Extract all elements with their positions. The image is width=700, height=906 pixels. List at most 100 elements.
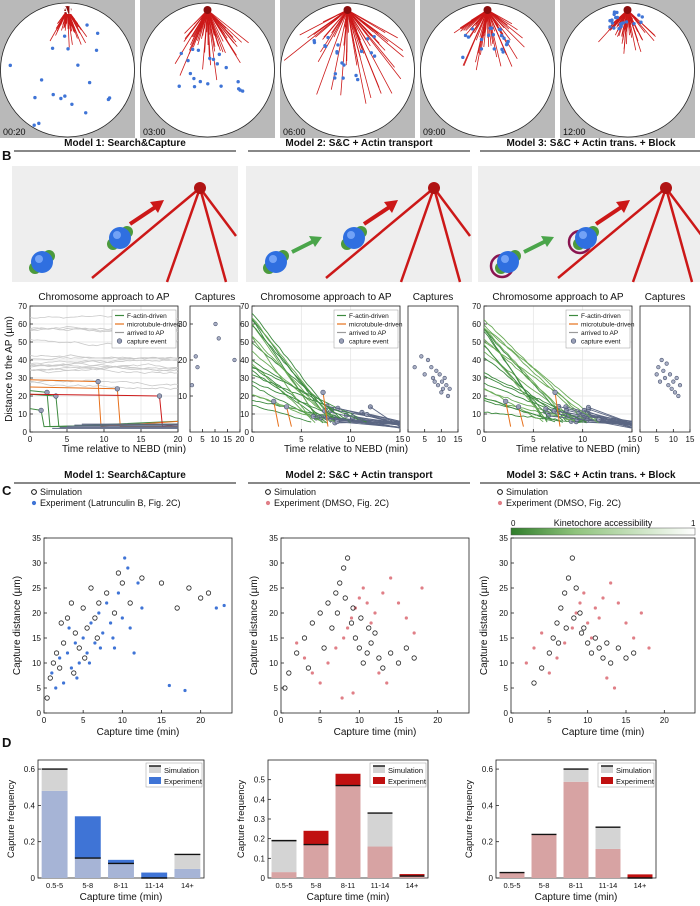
x-tick-label: 20 — [174, 435, 183, 444]
capture-point — [439, 390, 444, 395]
simulation-point — [352, 635, 359, 641]
legend-swatch — [570, 338, 577, 344]
microtubule — [347, 9, 389, 43]
c-ylabel: Capture distance (µm) — [479, 576, 490, 675]
chromosome — [224, 65, 228, 70]
bar-simulation — [563, 769, 589, 782]
chromosome — [8, 63, 12, 68]
gray-trajectory — [30, 362, 178, 370]
capture-point — [666, 383, 671, 388]
legend-swatch — [149, 777, 161, 784]
capture-point — [189, 383, 195, 388]
actin-trajectory — [252, 325, 336, 422]
simulation-point — [581, 625, 587, 631]
y-tick-label: 30 — [240, 374, 249, 383]
legend-label: arrived to AP — [349, 330, 386, 337]
experiment-point — [574, 611, 578, 615]
microtubule — [207, 9, 210, 61]
arrow-head — [150, 200, 164, 213]
y-tick-label: 50 — [18, 338, 27, 347]
simulation-point — [563, 625, 569, 631]
simulation-point — [388, 650, 394, 656]
experiment-point — [616, 601, 620, 605]
microtubule — [468, 9, 488, 38]
simulation-point — [58, 620, 64, 626]
chromosome — [39, 78, 44, 82]
capture-point — [429, 365, 434, 370]
bar-overlap — [74, 858, 101, 878]
chromosome — [192, 84, 197, 89]
x-tick-label: 0 — [509, 716, 514, 725]
chromosome — [66, 47, 70, 51]
gray-trajectory — [30, 359, 178, 365]
mt-path — [518, 406, 524, 427]
microtubule — [207, 9, 238, 47]
x-tick-label: 15 — [223, 435, 232, 444]
actin-trajectory — [484, 327, 599, 421]
axes-frame — [407, 305, 459, 433]
capture-point — [669, 386, 674, 391]
experiment-point — [624, 621, 628, 625]
d-xlabel: Capture time (min) — [535, 892, 618, 903]
microtubule — [433, 187, 471, 237]
transport-path — [55, 395, 178, 428]
capture-scatter-axes-2: 0 5 10 15 20 0 5 10 15 20 25 30 35 — [269, 534, 470, 725]
mt-path — [286, 406, 292, 427]
microtubule — [345, 9, 348, 66]
capture-point — [412, 365, 417, 370]
chromosome — [177, 84, 181, 88]
microtubule — [91, 187, 201, 279]
legend-label: F-actin-driven — [349, 313, 389, 320]
microtubule — [207, 9, 249, 44]
colorbar-min: 0 — [511, 519, 516, 528]
frame-3: 06:00 — [280, 0, 415, 138]
model-title: Model 2: S&C + Actin transport — [285, 138, 433, 149]
model-title: Model 1: Search&Capture — [64, 470, 186, 481]
y-tick-label: 15 — [32, 634, 41, 643]
x-tick-label: 15 — [157, 716, 166, 725]
microtubule — [487, 9, 500, 38]
legend-label: Experiment (DMSO, Fig. 2C) — [274, 498, 389, 508]
capture-point — [439, 379, 445, 384]
experiment-point — [404, 616, 408, 620]
simulation-point — [403, 645, 409, 651]
experiment-point — [65, 651, 70, 655]
legend-swatch — [149, 766, 161, 773]
simulation-point — [360, 660, 366, 666]
simulation-point — [555, 640, 562, 646]
legend-swatch — [116, 338, 123, 344]
chromosome — [500, 47, 504, 52]
simulation-point — [72, 630, 78, 636]
free-chromosome — [29, 250, 55, 274]
capture-point — [672, 390, 678, 395]
chromosome — [372, 54, 377, 58]
actin-trajectory — [252, 312, 336, 420]
chromosome — [341, 76, 345, 80]
chromosome — [59, 96, 63, 101]
microtubule — [557, 187, 667, 279]
microtubule — [67, 9, 70, 48]
simulation-point — [115, 570, 122, 576]
x-tick-label: 5 — [422, 435, 427, 444]
capture-point — [654, 372, 659, 377]
chromosome — [491, 33, 496, 37]
y-tick-label: 5 — [37, 684, 42, 693]
transport-path — [116, 388, 178, 428]
microtubule — [202, 9, 208, 36]
bar-category-label: 8-11 — [114, 881, 128, 890]
chromosome — [479, 37, 484, 42]
legend-box — [565, 309, 631, 349]
experiment-point — [136, 581, 140, 585]
c-xlabel: Capture time (min) — [334, 727, 417, 738]
chromosome — [236, 80, 240, 84]
chromosome — [365, 37, 370, 41]
chromosome — [502, 36, 506, 40]
y-tick-label: 0 — [23, 428, 28, 437]
model-schematic-2 — [246, 166, 472, 283]
arrow-head — [616, 200, 630, 213]
d-xlabel: Capture time (min) — [80, 892, 163, 903]
bar-experiment — [303, 830, 329, 845]
actin-trajectory — [252, 359, 351, 423]
approach-legend-3: F-actin-driven microtubule-drivenarrived … — [565, 309, 635, 349]
simulation-point — [127, 600, 133, 606]
